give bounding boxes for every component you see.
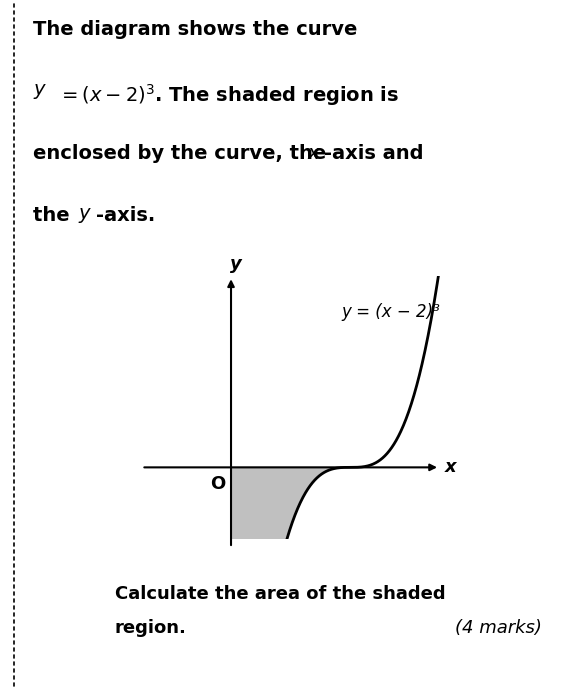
Text: O: O <box>210 475 226 493</box>
Text: y: y <box>230 256 242 274</box>
Text: $= (x - 2)^3$. The shaded region is: $= (x - 2)^3$. The shaded region is <box>58 82 399 108</box>
Text: $y$: $y$ <box>33 82 48 102</box>
Text: (4 marks): (4 marks) <box>455 619 543 637</box>
Text: enclosed by the curve, the: enclosed by the curve, the <box>33 144 333 163</box>
Text: The diagram shows the curve: The diagram shows the curve <box>33 21 358 39</box>
Text: $x$: $x$ <box>307 144 321 163</box>
Text: -axis.: -axis. <box>96 207 155 225</box>
Text: -axis and: -axis and <box>324 144 424 163</box>
Text: region.: region. <box>115 619 186 637</box>
Polygon shape <box>231 467 351 539</box>
Text: x: x <box>445 458 457 476</box>
Text: $y$: $y$ <box>78 207 92 225</box>
Text: Calculate the area of the shaded: Calculate the area of the shaded <box>115 585 445 603</box>
Text: y = (x − 2)³: y = (x − 2)³ <box>341 303 440 321</box>
Text: the: the <box>33 207 77 225</box>
